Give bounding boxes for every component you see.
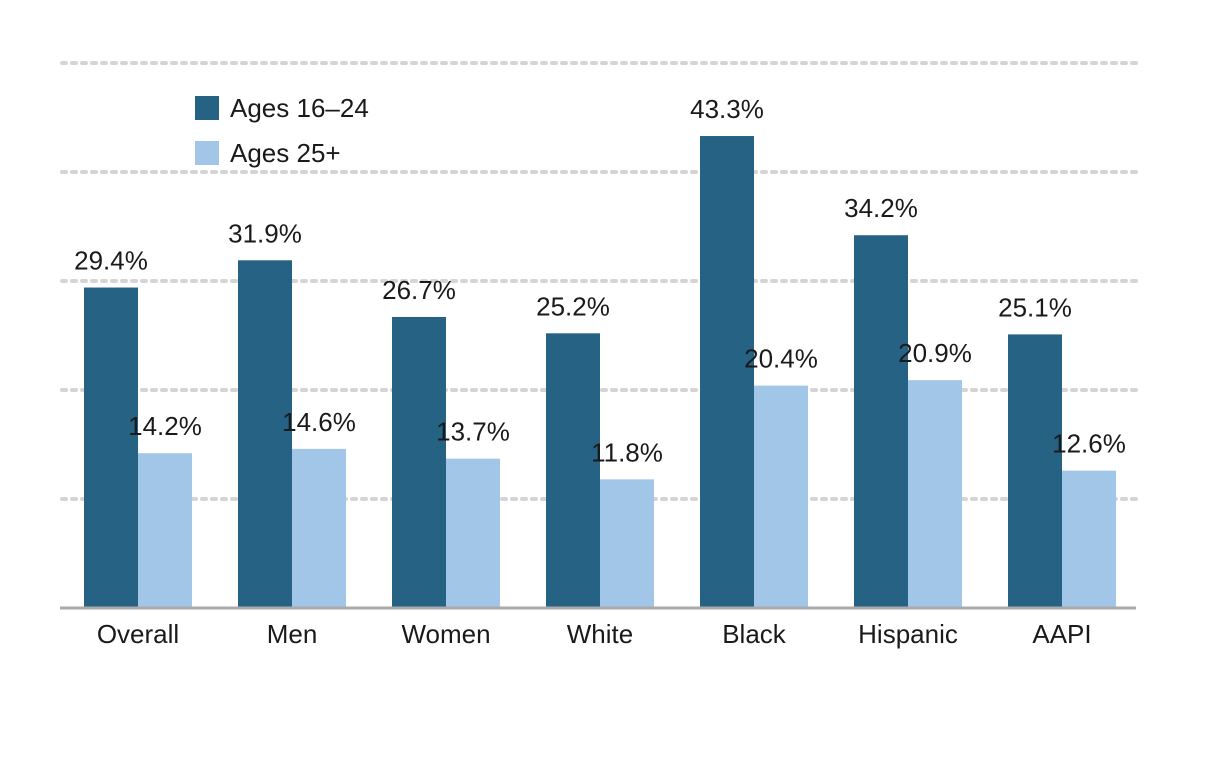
legend-swatch-ages-16-24 <box>195 96 219 120</box>
value-label-women-ages-16-24: 26.7% <box>382 275 456 305</box>
legend-swatch-ages-25-plus <box>195 141 219 165</box>
x-tick-label-men: Men <box>267 619 318 649</box>
x-tick-label-women: Women <box>401 619 490 649</box>
x-tick-label-hispanic: Hispanic <box>858 619 958 649</box>
legend: Ages 16–24 Ages 25+ <box>195 93 369 168</box>
value-label-white-ages-25: 11.8% <box>591 437 663 467</box>
bar-overall-ages-25 <box>138 453 192 608</box>
bar-men-ages-25 <box>292 448 346 608</box>
value-label-black-ages-25: 20.4% <box>744 344 818 374</box>
value-label-men-ages-25: 14.6% <box>282 407 356 437</box>
bar-hispanic-ages-16-24 <box>854 235 908 608</box>
value-label-black-ages-16-24: 43.3% <box>690 94 764 124</box>
value-label-men-ages-16-24: 31.9% <box>228 218 302 248</box>
bar-aapi-ages-25 <box>1062 470 1116 608</box>
value-label-white-ages-16-24: 25.2% <box>536 291 610 321</box>
x-axis-tick-labels: Overall Men Women White Black Hispanic AAPI <box>97 619 1092 649</box>
bar-black-ages-16-24 <box>700 136 754 608</box>
bar-women-ages-16-24 <box>392 316 446 608</box>
bar-black-ages-25 <box>754 385 808 608</box>
x-tick-label-white: White <box>567 619 633 649</box>
value-label-women-ages-25: 13.7% <box>436 417 510 447</box>
value-label-hispanic-ages-16-24: 34.2% <box>844 193 918 223</box>
bars <box>84 136 1116 608</box>
x-tick-label-aapi: AAPI <box>1032 619 1091 649</box>
bar-women-ages-25 <box>446 458 500 608</box>
value-label-aapi-ages-16-24: 25.1% <box>998 292 1072 322</box>
bar-aapi-ages-16-24 <box>1008 334 1062 608</box>
value-label-hispanic-ages-25: 20.9% <box>898 338 972 368</box>
bar-hispanic-ages-25 <box>908 380 962 608</box>
legend-label-ages-16-24: Ages 16–24 <box>230 93 369 123</box>
value-label-overall-ages-16-24: 29.4% <box>74 246 148 276</box>
bar-white-ages-16-24 <box>546 333 600 608</box>
value-label-overall-ages-25: 14.2% <box>128 411 202 441</box>
legend-label-ages-25-plus: Ages 25+ <box>230 138 341 168</box>
bar-men-ages-16-24 <box>238 260 292 608</box>
x-tick-label-black: Black <box>722 619 787 649</box>
value-labels: 29.4% 14.2% 31.9% 14.6% 26.7% 13.7% 25.2% 11.8%… <box>74 94 1126 467</box>
bar-white-ages-25 <box>600 479 654 608</box>
bar-overall-ages-16-24 <box>84 287 138 608</box>
x-tick-label-overall: Overall <box>97 619 179 649</box>
value-label-aapi-ages-25: 12.6% <box>1052 429 1126 459</box>
